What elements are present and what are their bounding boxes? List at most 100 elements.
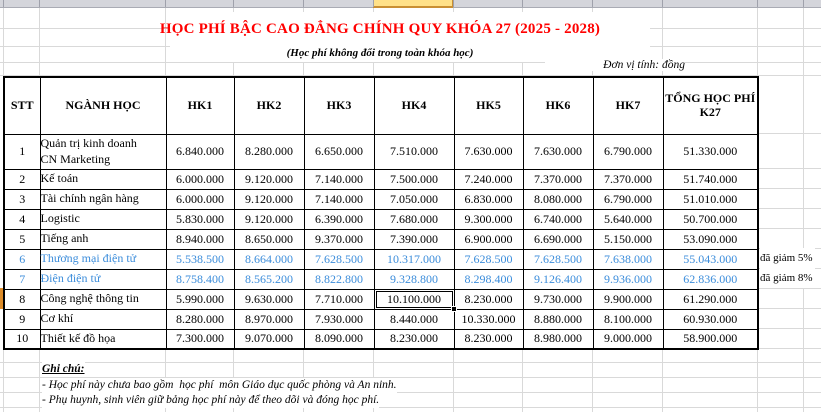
value-cell[interactable]: 8.298.400 bbox=[453, 268, 524, 290]
value-cell[interactable]: 7.628.500 bbox=[303, 248, 375, 270]
value-cell[interactable]: 7.638.000 bbox=[592, 248, 664, 270]
header-cell-hk3[interactable]: HK3 bbox=[303, 76, 375, 135]
value-cell[interactable]: 9.000.000 bbox=[592, 328, 664, 350]
value-cell[interactable]: 9.126.400 bbox=[522, 268, 594, 290]
note-line[interactable]: - Học phí này chưa bao gồm học phí môn G… bbox=[42, 378, 397, 393]
value-cell[interactable]: 7.140.000 bbox=[303, 168, 375, 190]
value-cell[interactable]: 8.090.000 bbox=[303, 328, 375, 350]
value-cell[interactable]: 6.690.000 bbox=[522, 228, 594, 250]
value-cell[interactable]: 55.043.000 bbox=[662, 248, 759, 270]
value-cell[interactable]: 8.230.000 bbox=[453, 288, 524, 310]
value-cell[interactable]: 7.680.000 bbox=[373, 208, 455, 230]
nganh-cell[interactable]: Quản trị kinh doanh CN Marketing bbox=[39, 133, 167, 170]
selected-row-header[interactable] bbox=[0, 288, 3, 309]
value-cell[interactable]: 8.822.800 bbox=[303, 268, 375, 290]
stt-cell[interactable]: 2 bbox=[3, 168, 41, 190]
value-cell[interactable]: 58.900.000 bbox=[662, 328, 759, 350]
sheet-title[interactable]: HỌC PHÍ BẬC CAO ĐẲNG CHÍNH QUY KHÓA 27 (… bbox=[159, 21, 601, 37]
stt-cell[interactable]: 7 bbox=[3, 268, 41, 290]
header-cell-stt[interactable]: STT bbox=[3, 76, 41, 135]
value-cell[interactable]: 6.900.000 bbox=[453, 228, 524, 250]
header-cell-hk1[interactable]: HK1 bbox=[165, 76, 235, 135]
header-cell-hk2[interactable]: HK2 bbox=[233, 76, 305, 135]
header-cell-hk7[interactable]: HK7 bbox=[592, 76, 664, 135]
unit-note[interactable]: Đơn vị tính: đồng bbox=[545, 59, 685, 71]
value-cell[interactable]: 6.000.000 bbox=[165, 188, 235, 210]
value-cell[interactable]: 5.538.500 bbox=[165, 248, 235, 270]
discount-annotation[interactable]: đã giảm 8% bbox=[760, 268, 815, 288]
value-cell[interactable]: 5.150.000 bbox=[592, 228, 664, 250]
value-cell[interactable]: 6.790.000 bbox=[592, 133, 664, 170]
value-cell[interactable]: 8.880.000 bbox=[522, 308, 594, 330]
sheet-subtitle[interactable]: (Học phí không đổi trong toàn khóa học) bbox=[286, 47, 474, 59]
nganh-cell[interactable]: Tiếng anh bbox=[39, 228, 167, 250]
value-cell[interactable]: 7.630.000 bbox=[522, 133, 594, 170]
nganh-cell[interactable]: Kế toán bbox=[39, 168, 167, 190]
value-cell[interactable]: 10.317.000 bbox=[373, 248, 455, 270]
value-cell[interactable]: 9.936.000 bbox=[592, 268, 664, 290]
value-cell[interactable]: 8.280.000 bbox=[233, 133, 305, 170]
discount-annotation[interactable]: đã giảm 5% bbox=[760, 248, 815, 268]
value-cell[interactable]: 8.230.000 bbox=[373, 328, 455, 350]
value-cell[interactable]: 62.836.000 bbox=[662, 268, 759, 290]
notes-heading[interactable]: Ghi chú: bbox=[42, 362, 85, 377]
nganh-cell[interactable]: Logistic bbox=[39, 208, 167, 230]
value-cell[interactable]: 5.830.000 bbox=[165, 208, 235, 230]
value-cell[interactable]: 9.730.000 bbox=[522, 288, 594, 310]
value-cell[interactable]: 7.300.000 bbox=[165, 328, 235, 350]
nganh-cell[interactable]: Công nghệ thông tin bbox=[39, 288, 167, 310]
value-cell[interactable]: 9.300.000 bbox=[453, 208, 524, 230]
header-cell-hk5[interactable]: HK5 bbox=[453, 76, 524, 135]
value-cell[interactable]: 8.758.400 bbox=[165, 268, 235, 290]
value-cell[interactable]: 8.230.000 bbox=[453, 328, 524, 350]
value-cell[interactable]: 6.390.000 bbox=[303, 208, 375, 230]
value-cell[interactable]: 7.050.000 bbox=[373, 188, 455, 210]
value-cell[interactable]: 61.290.000 bbox=[662, 288, 759, 310]
header-cell-ng-nh-h-c[interactable]: NGÀNH HỌC bbox=[39, 76, 167, 135]
header-cell-hk4[interactable]: HK4 bbox=[373, 76, 455, 135]
value-cell[interactable]: 8.980.000 bbox=[522, 328, 594, 350]
stt-cell[interactable]: 3 bbox=[3, 188, 41, 210]
value-cell[interactable]: 8.565.200 bbox=[233, 268, 305, 290]
value-cell[interactable]: 50.700.000 bbox=[662, 208, 759, 230]
value-cell[interactable]: 7.710.000 bbox=[303, 288, 375, 310]
value-cell[interactable]: 7.370.000 bbox=[592, 168, 664, 190]
value-cell[interactable]: 7.240.000 bbox=[453, 168, 524, 190]
value-cell[interactable]: 60.930.000 bbox=[662, 308, 759, 330]
note-line[interactable]: - Phụ huynh, sinh viên giữ bảng học phí … bbox=[42, 393, 380, 408]
value-cell[interactable]: 10.330.000 bbox=[453, 308, 524, 330]
stt-cell[interactable]: 9 bbox=[3, 308, 41, 330]
value-cell[interactable]: 5.990.000 bbox=[165, 288, 235, 310]
value-cell[interactable]: 7.628.500 bbox=[453, 248, 524, 270]
value-cell[interactable]: 6.740.000 bbox=[522, 208, 594, 230]
value-cell[interactable]: 9.120.000 bbox=[233, 188, 305, 210]
nganh-cell[interactable]: Thương mại điện tử bbox=[39, 248, 167, 270]
value-cell[interactable]: 6.000.000 bbox=[165, 168, 235, 190]
value-cell[interactable]: 51.330.000 bbox=[662, 133, 759, 170]
value-cell[interactable]: 9.900.000 bbox=[592, 288, 664, 310]
value-cell[interactable]: 8.650.000 bbox=[233, 228, 305, 250]
value-cell[interactable]: 8.664.000 bbox=[233, 248, 305, 270]
value-cell[interactable]: 51.010.000 bbox=[662, 188, 759, 210]
value-cell[interactable]: 8.440.000 bbox=[373, 308, 455, 330]
value-cell[interactable]: 9.120.000 bbox=[233, 168, 305, 190]
header-cell-hk6[interactable]: HK6 bbox=[522, 76, 594, 135]
value-cell[interactable]: 51.740.000 bbox=[662, 168, 759, 190]
selected-column-header[interactable] bbox=[373, 0, 453, 8]
value-cell[interactable]: 9.328.800 bbox=[373, 268, 455, 290]
value-cell[interactable]: 9.630.000 bbox=[233, 288, 305, 310]
nganh-cell[interactable]: Điện điện tử bbox=[39, 268, 167, 290]
value-cell[interactable]: 9.120.000 bbox=[233, 208, 305, 230]
value-cell[interactable]: 7.140.000 bbox=[303, 188, 375, 210]
stt-cell[interactable]: 5 bbox=[3, 228, 41, 250]
selected-cell[interactable]: 10.100.000 bbox=[373, 288, 457, 312]
value-cell[interactable]: 6.790.000 bbox=[592, 188, 664, 210]
value-cell[interactable]: 8.970.000 bbox=[233, 308, 305, 330]
value-cell[interactable]: 7.370.000 bbox=[522, 168, 594, 190]
value-cell[interactable]: 8.100.000 bbox=[592, 308, 664, 330]
stt-cell[interactable]: 1 bbox=[3, 133, 41, 170]
value-cell[interactable]: 7.500.000 bbox=[373, 168, 455, 190]
value-cell[interactable]: 7.390.000 bbox=[373, 228, 455, 250]
value-cell[interactable]: 6.840.000 bbox=[165, 133, 235, 170]
value-cell[interactable]: 8.280.000 bbox=[165, 308, 235, 330]
